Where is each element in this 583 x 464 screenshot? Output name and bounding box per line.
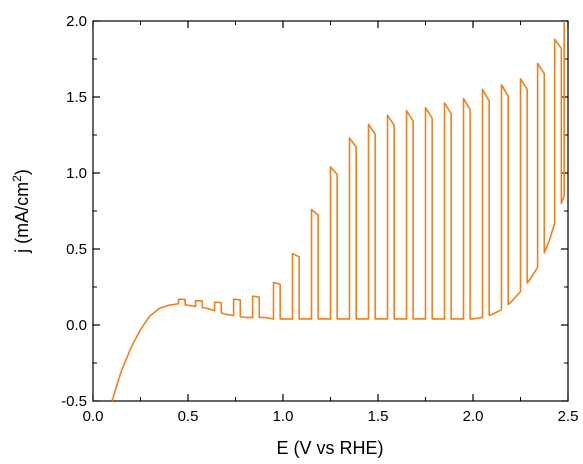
- x-tick-label: 2.0: [463, 408, 484, 425]
- y-tick-label: 2.0: [66, 13, 87, 30]
- y-tick-label: -0.5: [61, 393, 87, 410]
- y-tick-label: 1.0: [66, 165, 87, 182]
- y-tick-label: 1.5: [66, 89, 87, 106]
- x-tick-label: 1.0: [273, 408, 294, 425]
- x-tick-label: 0.0: [83, 408, 104, 425]
- axis-ticks: [92, 20, 569, 402]
- x-tick-label: 0.5: [178, 408, 199, 425]
- x-tick-labels: 0.0 0.5 1.0 1.5 2.0 2.5: [83, 408, 579, 425]
- x-axis-title: E (V vs RHE): [276, 438, 383, 458]
- y-axis-title: j (mA/cm2): [10, 169, 32, 254]
- x-tick-label: 1.5: [368, 408, 389, 425]
- y-tick-label: 0.5: [66, 241, 87, 258]
- current-trace: [111, 21, 565, 402]
- x-tick-label: 2.5: [558, 408, 579, 425]
- y-tick-label: 0.0: [66, 317, 87, 334]
- y-tick-labels: -0.5 0.0 0.5 1.0 1.5 2.0: [61, 13, 87, 410]
